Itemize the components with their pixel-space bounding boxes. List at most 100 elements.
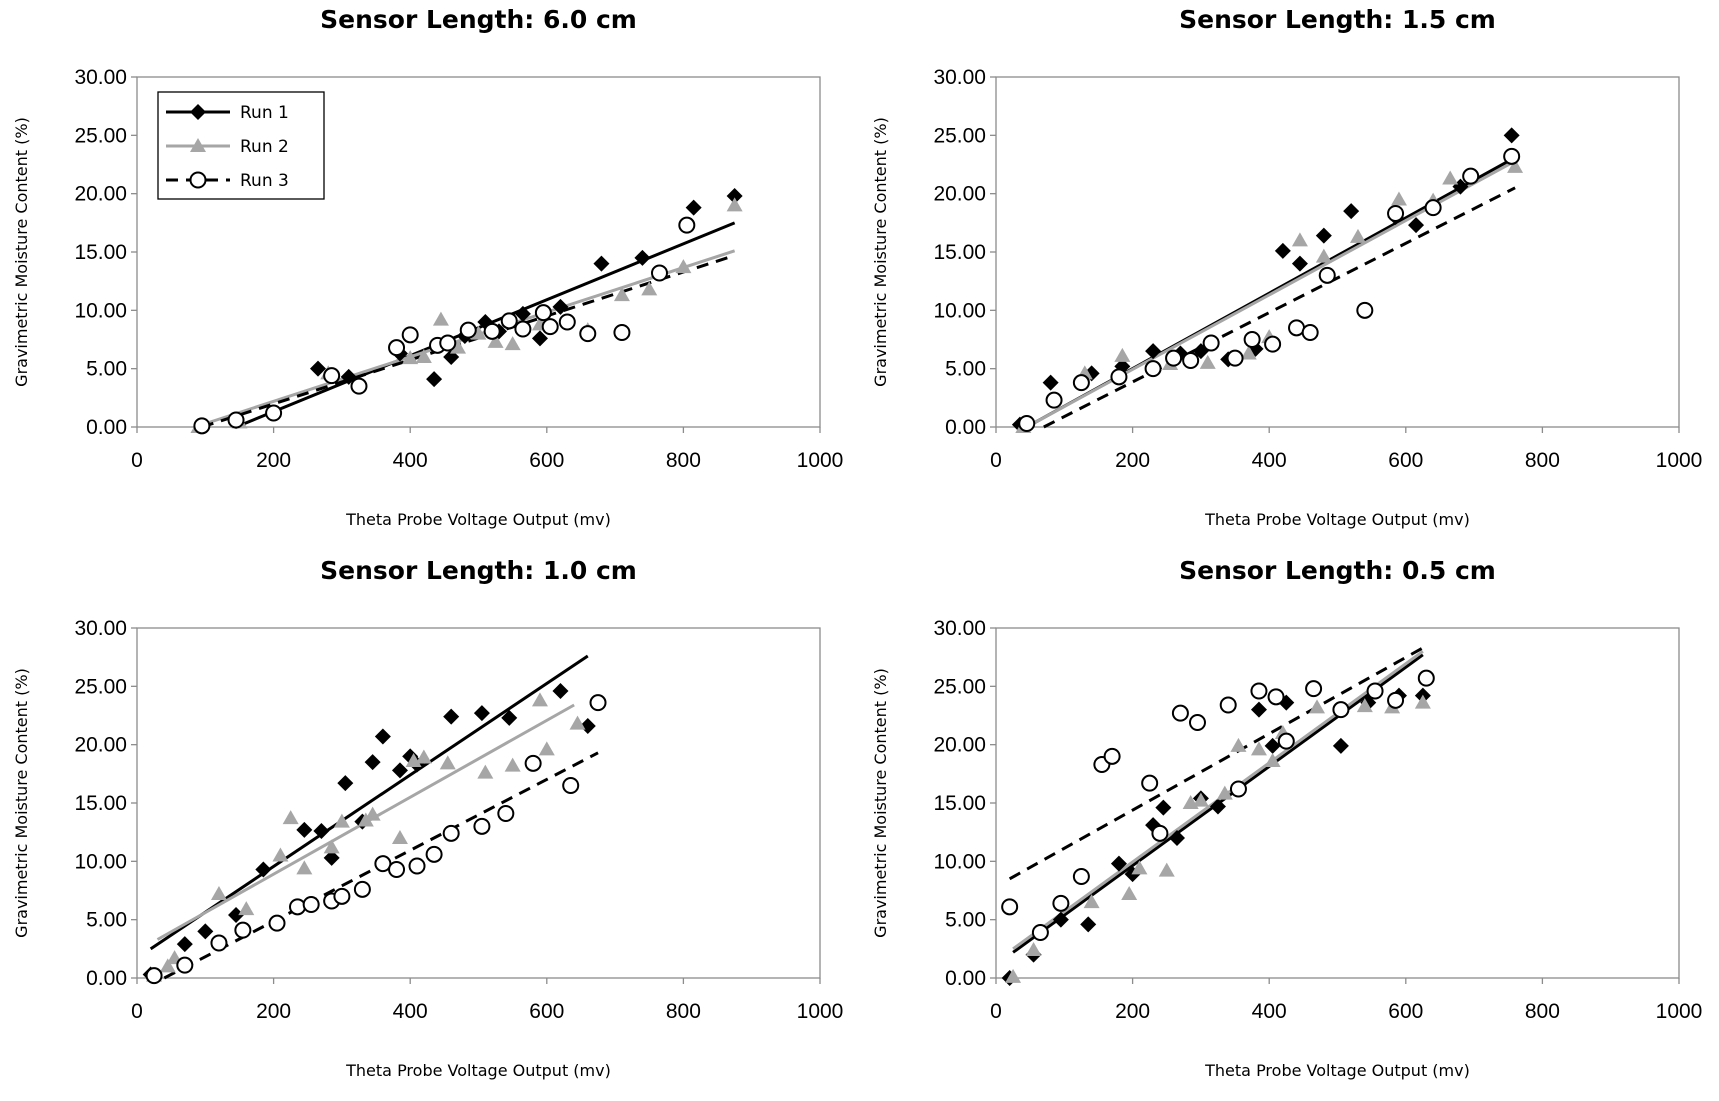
data-point [333, 887, 351, 905]
data-point [1226, 349, 1244, 367]
trendline-run-1 [149, 654, 589, 951]
y-tick-label: 0.00 [86, 416, 127, 439]
data-point [337, 775, 354, 792]
data-point [552, 298, 569, 315]
data-point [634, 249, 651, 266]
data-point [1503, 127, 1520, 144]
data-point [1202, 334, 1220, 352]
data-point [1052, 894, 1070, 912]
data-point [1240, 345, 1257, 360]
legend-label-run-3: Run 3 [240, 171, 289, 191]
data-point [504, 757, 521, 772]
data-point [313, 823, 330, 839]
data-point [678, 216, 696, 234]
x-tick-label: 0 [131, 1000, 143, 1023]
data-point [1309, 699, 1326, 714]
x-tick-label: 400 [1252, 1000, 1287, 1023]
data-point [391, 830, 408, 844]
y-tick-label: 30.00 [74, 617, 127, 640]
data-point [1031, 924, 1049, 941]
data-point [1080, 916, 1097, 933]
data-point [470, 325, 487, 340]
data-point [1243, 331, 1261, 348]
chart-title: Sensor Length: 1.5 cm [1179, 5, 1496, 34]
x-tick-label: 800 [666, 449, 701, 472]
data-point [459, 321, 477, 339]
series-run-3 [193, 216, 696, 435]
data-point [1042, 374, 1059, 391]
data-point [323, 839, 340, 854]
data-point [1274, 242, 1291, 259]
x-axis-label: Theta Probe Voltage Output (mv) [345, 510, 611, 529]
data-point [1507, 158, 1524, 173]
y-tick-label: 5.00 [945, 358, 986, 381]
x-axis-label: Theta Probe Voltage Output (mv) [1204, 510, 1470, 529]
legend-label-run-1: Run 1 [240, 103, 289, 123]
x-tick-label: 200 [256, 1000, 291, 1023]
x-tick-label: 1000 [1656, 1000, 1703, 1023]
y-tick-label: 20.00 [933, 183, 986, 206]
data-point [569, 715, 586, 730]
data-point [500, 312, 518, 330]
series-run-3 [145, 694, 607, 985]
data-point [374, 728, 391, 745]
y-tick-label: 10.00 [933, 299, 986, 322]
x-tick-label: 400 [393, 1000, 428, 1023]
data-point [579, 718, 596, 734]
data-point [531, 330, 548, 347]
data-point [1045, 391, 1063, 409]
data-point [350, 377, 368, 395]
data-point [1250, 701, 1267, 718]
data-point [302, 896, 320, 913]
data-point [296, 821, 313, 838]
data-point [1131, 860, 1148, 875]
data-point [1250, 682, 1268, 700]
y-tick-label: 25.00 [933, 675, 986, 698]
chart-title: Sensor Length: 1.0 cm [320, 556, 637, 585]
data-point [1230, 737, 1247, 752]
data-point [541, 318, 559, 336]
data-point [1315, 248, 1332, 263]
trendline-run-3 [1008, 646, 1424, 881]
data-point [531, 692, 548, 707]
data-point [1332, 701, 1350, 719]
y-tick-label: 20.00 [74, 734, 127, 757]
data-point [1121, 886, 1138, 900]
data-point [1349, 228, 1366, 243]
trendline-run-3 [201, 254, 736, 429]
legend-marker-run-2 [190, 138, 206, 152]
x-tick-label: 800 [666, 1000, 701, 1023]
y-axis-label: Gravimetric Moisture Content (%) [871, 668, 890, 938]
data-point [1452, 178, 1469, 195]
x-tick-label: 200 [256, 449, 291, 472]
data-point [477, 764, 494, 779]
legend-marker-run-1 [190, 104, 206, 120]
data-point [323, 367, 341, 385]
x-tick-label: 1000 [1656, 449, 1703, 472]
x-tick-label: 1000 [797, 1000, 844, 1023]
y-tick-label: 15.00 [74, 792, 127, 815]
data-point [210, 934, 228, 952]
data-point [1366, 682, 1384, 700]
y-tick-label: 15.00 [933, 792, 986, 815]
data-point [333, 813, 350, 828]
data-point [1209, 798, 1226, 815]
data-point [296, 860, 313, 875]
data-point [613, 324, 631, 341]
data-point [487, 333, 504, 348]
y-tick-label: 5.00 [86, 909, 127, 932]
series-run-1 [1001, 687, 1431, 986]
series-run-1 [193, 188, 743, 434]
data-point [176, 936, 193, 953]
data-point [1267, 688, 1285, 706]
data-point [650, 264, 668, 282]
data-point [675, 259, 692, 274]
data-point [1083, 894, 1100, 909]
data-point [1025, 942, 1042, 956]
data-point [425, 845, 443, 863]
data-point [432, 311, 449, 326]
x-tick-label: 400 [393, 449, 428, 472]
y-tick-label: 10.00 [74, 299, 127, 322]
series-run-3 [1018, 147, 1521, 432]
data-point [473, 817, 491, 835]
